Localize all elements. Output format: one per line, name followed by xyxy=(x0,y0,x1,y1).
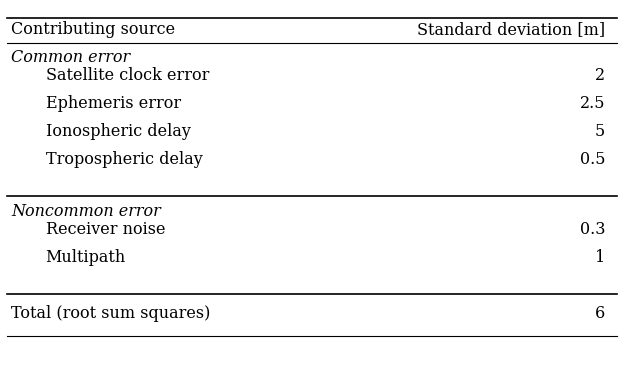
Text: Multipath: Multipath xyxy=(46,249,126,267)
Text: 2.5: 2.5 xyxy=(580,95,605,113)
Text: 1: 1 xyxy=(595,249,605,267)
Text: Noncommon error: Noncommon error xyxy=(11,203,161,220)
Text: Common error: Common error xyxy=(11,50,130,66)
Text: Ephemeris error: Ephemeris error xyxy=(46,95,181,113)
Text: 0.3: 0.3 xyxy=(580,222,605,239)
Text: Standard deviation [m]: Standard deviation [m] xyxy=(417,21,605,38)
Text: Total (root sum squares): Total (root sum squares) xyxy=(11,305,211,322)
Text: Contributing source: Contributing source xyxy=(11,21,175,38)
Text: Receiver noise: Receiver noise xyxy=(46,222,165,239)
Text: 6: 6 xyxy=(595,305,605,322)
Text: 0.5: 0.5 xyxy=(580,151,605,168)
Text: Satellite clock error: Satellite clock error xyxy=(46,68,209,85)
Text: 5: 5 xyxy=(595,123,605,140)
Text: Ionospheric delay: Ionospheric delay xyxy=(46,123,190,140)
Text: 2: 2 xyxy=(595,68,605,85)
Text: Tropospheric delay: Tropospheric delay xyxy=(46,151,202,168)
